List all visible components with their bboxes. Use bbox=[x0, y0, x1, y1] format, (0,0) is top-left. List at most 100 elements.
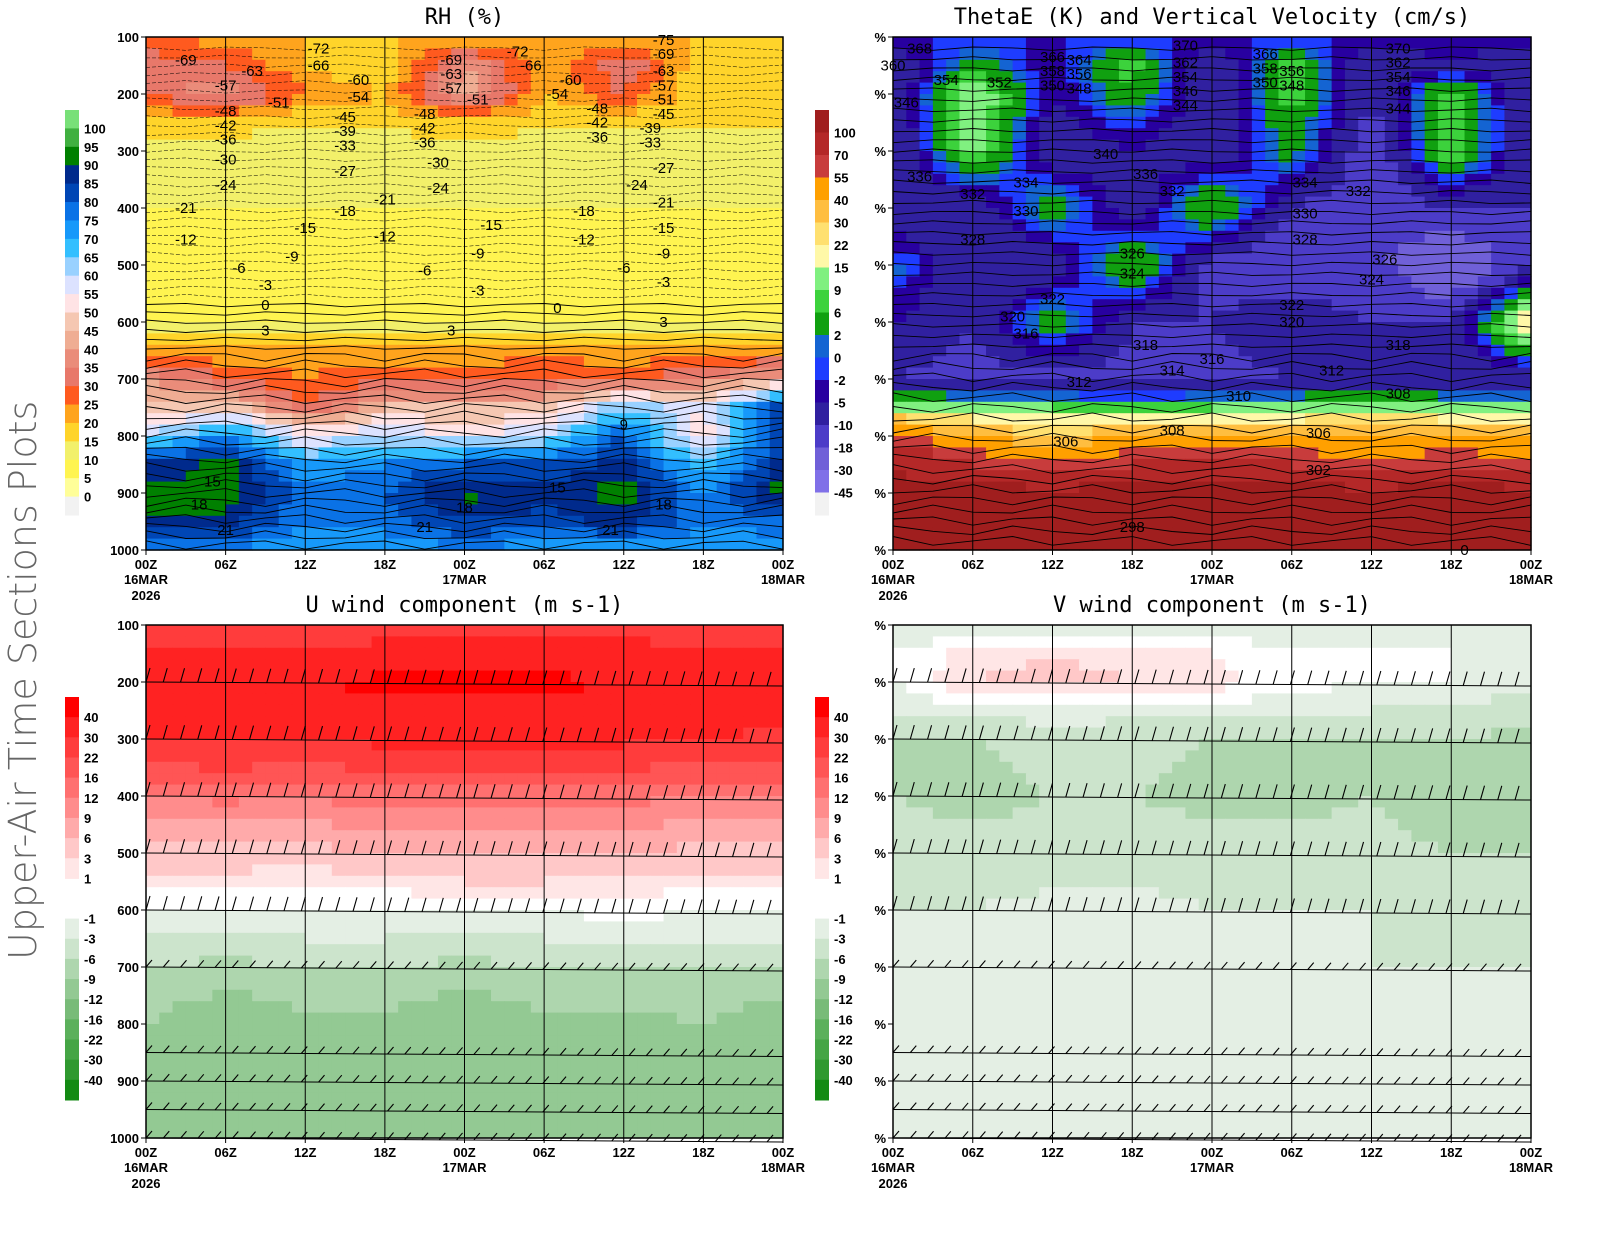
field-cell bbox=[959, 322, 974, 334]
field-cell bbox=[769, 659, 784, 672]
contour-label: 352 bbox=[987, 75, 1012, 92]
colorbar-box bbox=[65, 238, 79, 258]
field-cell bbox=[331, 310, 346, 323]
field-cell bbox=[172, 647, 187, 660]
field-cell bbox=[1185, 116, 1200, 129]
field-cell bbox=[959, 344, 974, 357]
field-cell bbox=[769, 299, 784, 312]
field-cell bbox=[1092, 356, 1107, 369]
field-cell bbox=[570, 367, 585, 380]
field-cell bbox=[1504, 162, 1519, 175]
field-cell bbox=[729, 458, 744, 471]
field-cell bbox=[424, 185, 439, 198]
field-cell bbox=[583, 333, 598, 346]
field-cell bbox=[477, 670, 492, 683]
field-cell bbox=[451, 151, 466, 163]
field-cell bbox=[371, 59, 386, 72]
field-cell bbox=[623, 151, 638, 163]
field-cell bbox=[986, 310, 1000, 323]
contour-label: -15 bbox=[653, 220, 675, 237]
field-cell bbox=[437, 37, 452, 49]
field-cell bbox=[1065, 538, 1080, 551]
contour-label: 322 bbox=[1040, 291, 1065, 308]
field-cell bbox=[1437, 208, 1452, 220]
field-cell bbox=[504, 344, 519, 357]
field-cell bbox=[703, 659, 718, 672]
x-date-label: 16MAR bbox=[871, 572, 916, 587]
field-cell bbox=[398, 173, 413, 186]
field-cell bbox=[464, 116, 479, 129]
field-cell bbox=[146, 116, 160, 129]
field-cell bbox=[1331, 48, 1346, 61]
field-cell bbox=[1145, 242, 1160, 255]
field-cell bbox=[610, 322, 625, 334]
field-cell bbox=[919, 276, 934, 289]
contour-label: -21 bbox=[374, 191, 396, 208]
field-cell bbox=[743, 481, 758, 494]
x-tick-label: 00Z bbox=[135, 557, 157, 572]
field-cell bbox=[1158, 128, 1173, 141]
field-cell bbox=[959, 424, 974, 437]
field-cell bbox=[159, 367, 174, 380]
field-cell bbox=[716, 37, 731, 49]
contour-label: -3 bbox=[259, 277, 272, 294]
field-cell bbox=[1451, 299, 1466, 312]
field-cell bbox=[504, 94, 519, 106]
field-cell bbox=[999, 356, 1014, 369]
field-cell bbox=[650, 185, 665, 198]
field-cell bbox=[623, 219, 638, 232]
field-cell bbox=[986, 253, 1000, 266]
field-cell bbox=[1212, 128, 1226, 141]
field-cell bbox=[1079, 493, 1093, 505]
field-cell bbox=[318, 71, 333, 84]
field-cell bbox=[1012, 128, 1027, 141]
field-cell bbox=[371, 659, 386, 672]
field-cell bbox=[252, 162, 267, 175]
field-cell bbox=[1477, 71, 1492, 84]
field-cell bbox=[252, 128, 267, 141]
field-cell bbox=[1265, 94, 1280, 106]
field-cell bbox=[185, 208, 200, 220]
field-cell bbox=[252, 253, 267, 266]
field-cell bbox=[743, 71, 758, 84]
field-cell bbox=[517, 287, 532, 300]
field-cell bbox=[1437, 515, 1452, 528]
field-cell bbox=[451, 253, 466, 266]
field-cell bbox=[1012, 538, 1027, 551]
field-cell bbox=[1212, 71, 1226, 84]
field-cell bbox=[769, 116, 784, 129]
field-cell bbox=[729, 128, 744, 141]
x-tick-label: 00Z bbox=[453, 557, 475, 572]
field-cell bbox=[185, 659, 200, 672]
field-cell bbox=[1079, 219, 1093, 232]
field-cell bbox=[946, 390, 961, 403]
contour-label: -54 bbox=[547, 86, 569, 103]
field-cell bbox=[769, 139, 784, 152]
field-cell bbox=[331, 265, 346, 277]
field-cell bbox=[1477, 390, 1492, 403]
field-cell bbox=[371, 647, 386, 660]
field-cell bbox=[1437, 265, 1452, 277]
field-cell bbox=[1504, 401, 1519, 414]
field-cell bbox=[1225, 538, 1240, 551]
field-cell bbox=[504, 447, 519, 460]
field-cell bbox=[464, 105, 479, 118]
field-cell bbox=[1318, 390, 1333, 403]
field-cell bbox=[265, 208, 280, 220]
field-cell bbox=[1305, 515, 1319, 528]
field-cell bbox=[252, 48, 267, 61]
field-cell bbox=[491, 82, 505, 95]
field-cell bbox=[1491, 185, 1506, 198]
field-cell bbox=[384, 196, 399, 209]
field-cell bbox=[1145, 94, 1160, 106]
field-cell bbox=[464, 436, 479, 448]
field-cell bbox=[756, 527, 771, 540]
contour-label: -6 bbox=[418, 263, 431, 280]
field-cell bbox=[517, 276, 532, 289]
field-cell bbox=[1464, 82, 1479, 95]
field-cell bbox=[1105, 276, 1120, 289]
x-tick-label: 12Z bbox=[613, 557, 635, 572]
field-cell bbox=[345, 436, 359, 448]
colorbar-box bbox=[815, 492, 829, 516]
field-cell bbox=[331, 185, 346, 198]
